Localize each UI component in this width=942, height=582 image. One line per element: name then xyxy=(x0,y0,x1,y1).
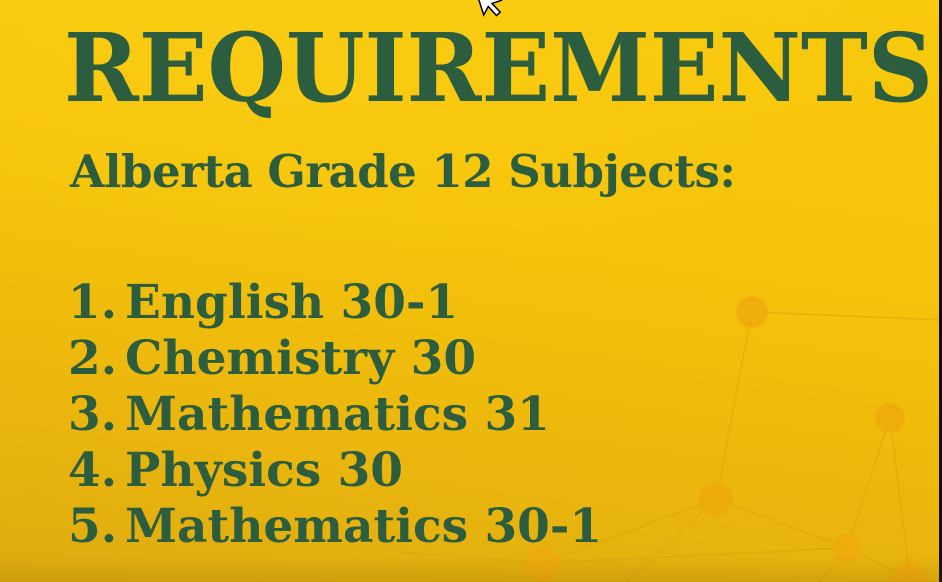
right-edge-letterbox xyxy=(939,0,942,582)
list-number: 4. xyxy=(68,443,118,498)
subject-list: 1. English 30-1 2. Chemistry 30 3. Mathe… xyxy=(68,275,602,555)
list-item-mathematics-31: 3. Mathematics 31 xyxy=(68,387,602,443)
list-number: 2. xyxy=(68,331,118,386)
subtitle: Alberta Grade 12 Subjects: xyxy=(70,145,736,198)
subject-label: Mathematics 30-1 xyxy=(125,499,603,554)
list-item-english: 1. English 30-1 xyxy=(68,275,602,331)
page-title: REQUIREMENTS xyxy=(64,13,933,124)
subject-label: Chemistry 30 xyxy=(125,331,477,386)
list-item-chemistry: 2. Chemistry 30 xyxy=(68,331,602,387)
list-number: 1. xyxy=(68,275,118,330)
subject-label: Mathematics 31 xyxy=(125,387,550,442)
list-item-physics: 4. Physics 30 xyxy=(68,443,602,499)
subject-label: English 30-1 xyxy=(125,275,459,330)
list-number: 5. xyxy=(68,499,118,554)
list-item-mathematics-30-1: 5. Mathematics 30-1 xyxy=(68,499,602,555)
subject-label: Physics 30 xyxy=(125,443,403,498)
list-number: 3. xyxy=(68,387,118,442)
